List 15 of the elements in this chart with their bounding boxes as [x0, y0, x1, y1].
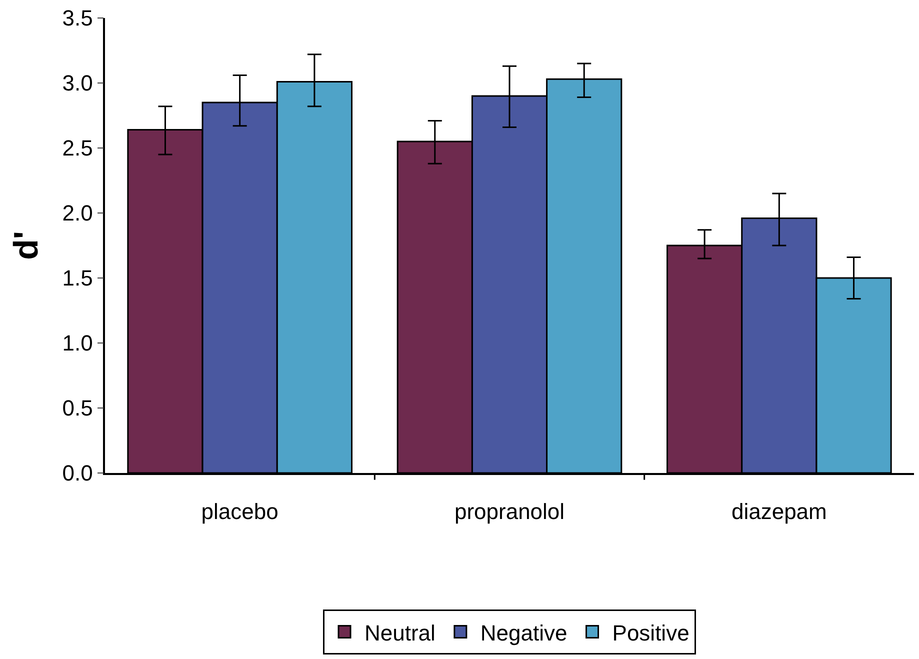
- y-tick-label: 2.0: [62, 200, 93, 226]
- x-tick-label: propranolol: [454, 499, 565, 524]
- y-tick-label: 3.0: [62, 70, 93, 96]
- y-tick-label: 3.5: [62, 6, 93, 31]
- y-tick-label: 1.5: [62, 266, 93, 291]
- y-tick-label: 1.0: [62, 330, 93, 356]
- y-axis-title: d': [7, 231, 46, 260]
- legend-label: Positive: [612, 620, 690, 646]
- y-tick-label: 0.0: [62, 460, 93, 486]
- y-tick-label: 2.5: [62, 136, 93, 161]
- x-tick-label: diazepam: [731, 499, 827, 524]
- legend-label: Negative: [480, 620, 568, 646]
- y-tick-label: 0.5: [62, 396, 93, 421]
- legend-label: Neutral: [364, 620, 436, 646]
- x-tick-label: placebo: [201, 499, 278, 524]
